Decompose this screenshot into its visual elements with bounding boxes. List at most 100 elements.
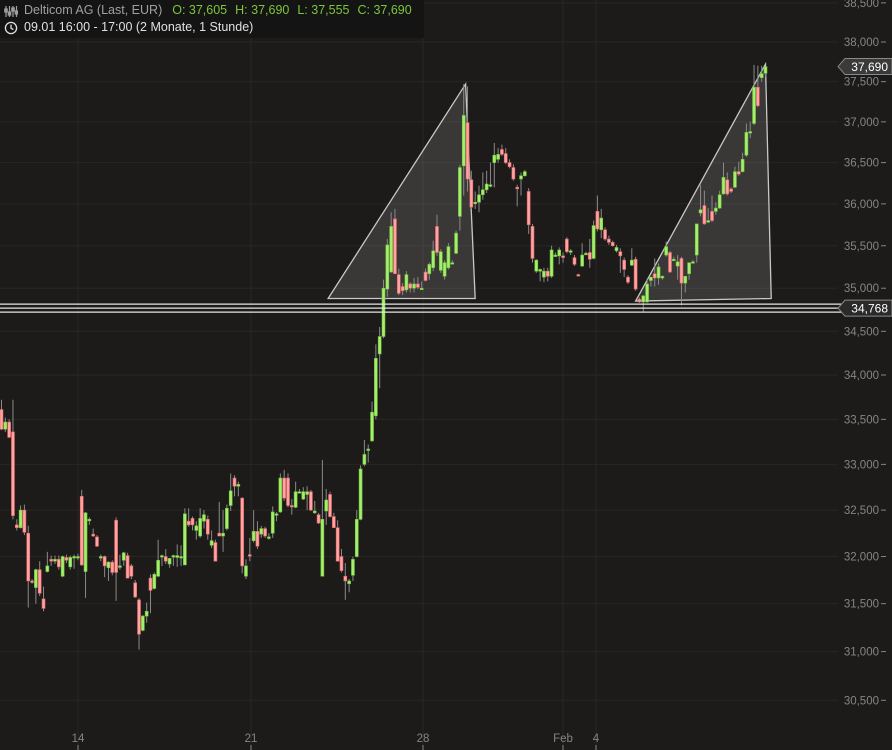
candle-up <box>580 254 584 267</box>
candle-up <box>183 513 187 566</box>
x-tick-label: Feb <box>553 733 573 745</box>
candle-down <box>133 582 137 598</box>
candle-up <box>599 217 604 231</box>
candle-up <box>683 275 688 284</box>
y-tick-label: 37,500 <box>844 77 879 89</box>
candle-down <box>637 299 642 303</box>
candle-down <box>26 532 31 582</box>
candle-up <box>347 580 351 585</box>
candle-up <box>458 167 462 217</box>
candle-up <box>744 132 749 156</box>
candle-down <box>217 532 222 537</box>
candle-down <box>0 409 4 430</box>
candle-down <box>286 477 290 506</box>
candle-down <box>710 211 714 221</box>
candle-down <box>282 477 286 499</box>
candle-up <box>412 283 416 289</box>
candle-down <box>511 167 516 180</box>
candle-up <box>53 559 57 562</box>
candle-down <box>607 238 611 243</box>
candle-up <box>706 220 711 223</box>
candle-up <box>267 536 271 539</box>
candle-up <box>358 468 363 520</box>
candle-up <box>419 287 424 291</box>
candle-down <box>49 559 53 562</box>
candle-up <box>645 283 649 303</box>
triangle-drawing <box>634 61 772 302</box>
candle-up <box>366 448 371 451</box>
candle-up <box>274 513 279 516</box>
candle-up <box>83 512 88 572</box>
x-axis: 14 21 28 Feb 4 <box>72 733 600 750</box>
price-tag <box>837 299 892 317</box>
candle-up <box>675 261 680 267</box>
candle-down <box>79 496 84 566</box>
candle-down <box>423 271 428 281</box>
horizontal-line-group[interactable] <box>0 303 842 313</box>
candle-up <box>672 258 676 262</box>
candle-up <box>362 454 367 465</box>
candle-down <box>290 505 294 508</box>
candle-down <box>102 556 107 567</box>
candle-down <box>618 251 623 257</box>
candles <box>0 64 768 650</box>
candle-down <box>416 283 420 288</box>
candle-up <box>473 201 477 205</box>
candle-up <box>152 574 157 589</box>
candle-up <box>278 477 283 513</box>
candle-up <box>320 519 325 577</box>
candle-up <box>664 246 668 256</box>
candle-up <box>225 507 229 529</box>
chart-settings-icon[interactable] <box>4 4 18 18</box>
candle-up <box>141 615 145 631</box>
candle-down <box>328 494 332 517</box>
candle-up <box>68 557 73 568</box>
candle-down <box>240 497 244 567</box>
candle-down <box>255 531 260 547</box>
candle-up <box>305 491 309 495</box>
candle-up <box>492 154 497 163</box>
candle-up <box>87 519 92 522</box>
candle-up <box>714 207 718 212</box>
candle-down <box>679 258 684 284</box>
candle-up <box>244 565 248 577</box>
candle-down <box>343 575 348 582</box>
chart-header: Delticom AG (Last, EUR) O: 37,605 H: 37,6… <box>0 0 424 38</box>
candle-down <box>736 171 741 175</box>
candle-up <box>740 159 745 172</box>
candle-up <box>641 295 646 303</box>
y-tick-label: 36,000 <box>844 199 879 211</box>
candle-up <box>297 491 302 494</box>
candle-up <box>121 552 126 561</box>
candle-up <box>523 171 527 177</box>
y-tick-label: 38,000 <box>844 37 879 49</box>
candle-up <box>160 555 164 558</box>
candle-up <box>549 249 554 277</box>
candle-up <box>431 250 435 269</box>
candle-up <box>584 253 588 256</box>
candle-up <box>175 555 180 558</box>
candle-down <box>205 519 210 535</box>
candle-up <box>496 154 500 160</box>
candle-down <box>515 186 520 190</box>
candle-down <box>465 122 470 180</box>
candle-up <box>156 559 160 577</box>
candle-down <box>7 421 11 438</box>
candle-up <box>118 565 122 568</box>
candle-up <box>171 555 176 558</box>
candle-up <box>270 511 275 534</box>
candle-up <box>752 86 756 124</box>
candle-down <box>332 516 336 528</box>
candle-up <box>194 525 199 531</box>
candle-down <box>129 565 134 577</box>
candle-down <box>110 561 115 573</box>
candle-down <box>503 153 508 163</box>
candle-up <box>45 565 50 572</box>
ohlc-values: O: 37,605 H: 37,690 L: 37,555 C: 37,690 <box>172 2 419 19</box>
candle-up <box>477 194 481 203</box>
candle-down <box>248 554 252 557</box>
candle-down <box>393 218 397 275</box>
candle-up <box>60 556 65 577</box>
candle-up <box>144 610 149 617</box>
